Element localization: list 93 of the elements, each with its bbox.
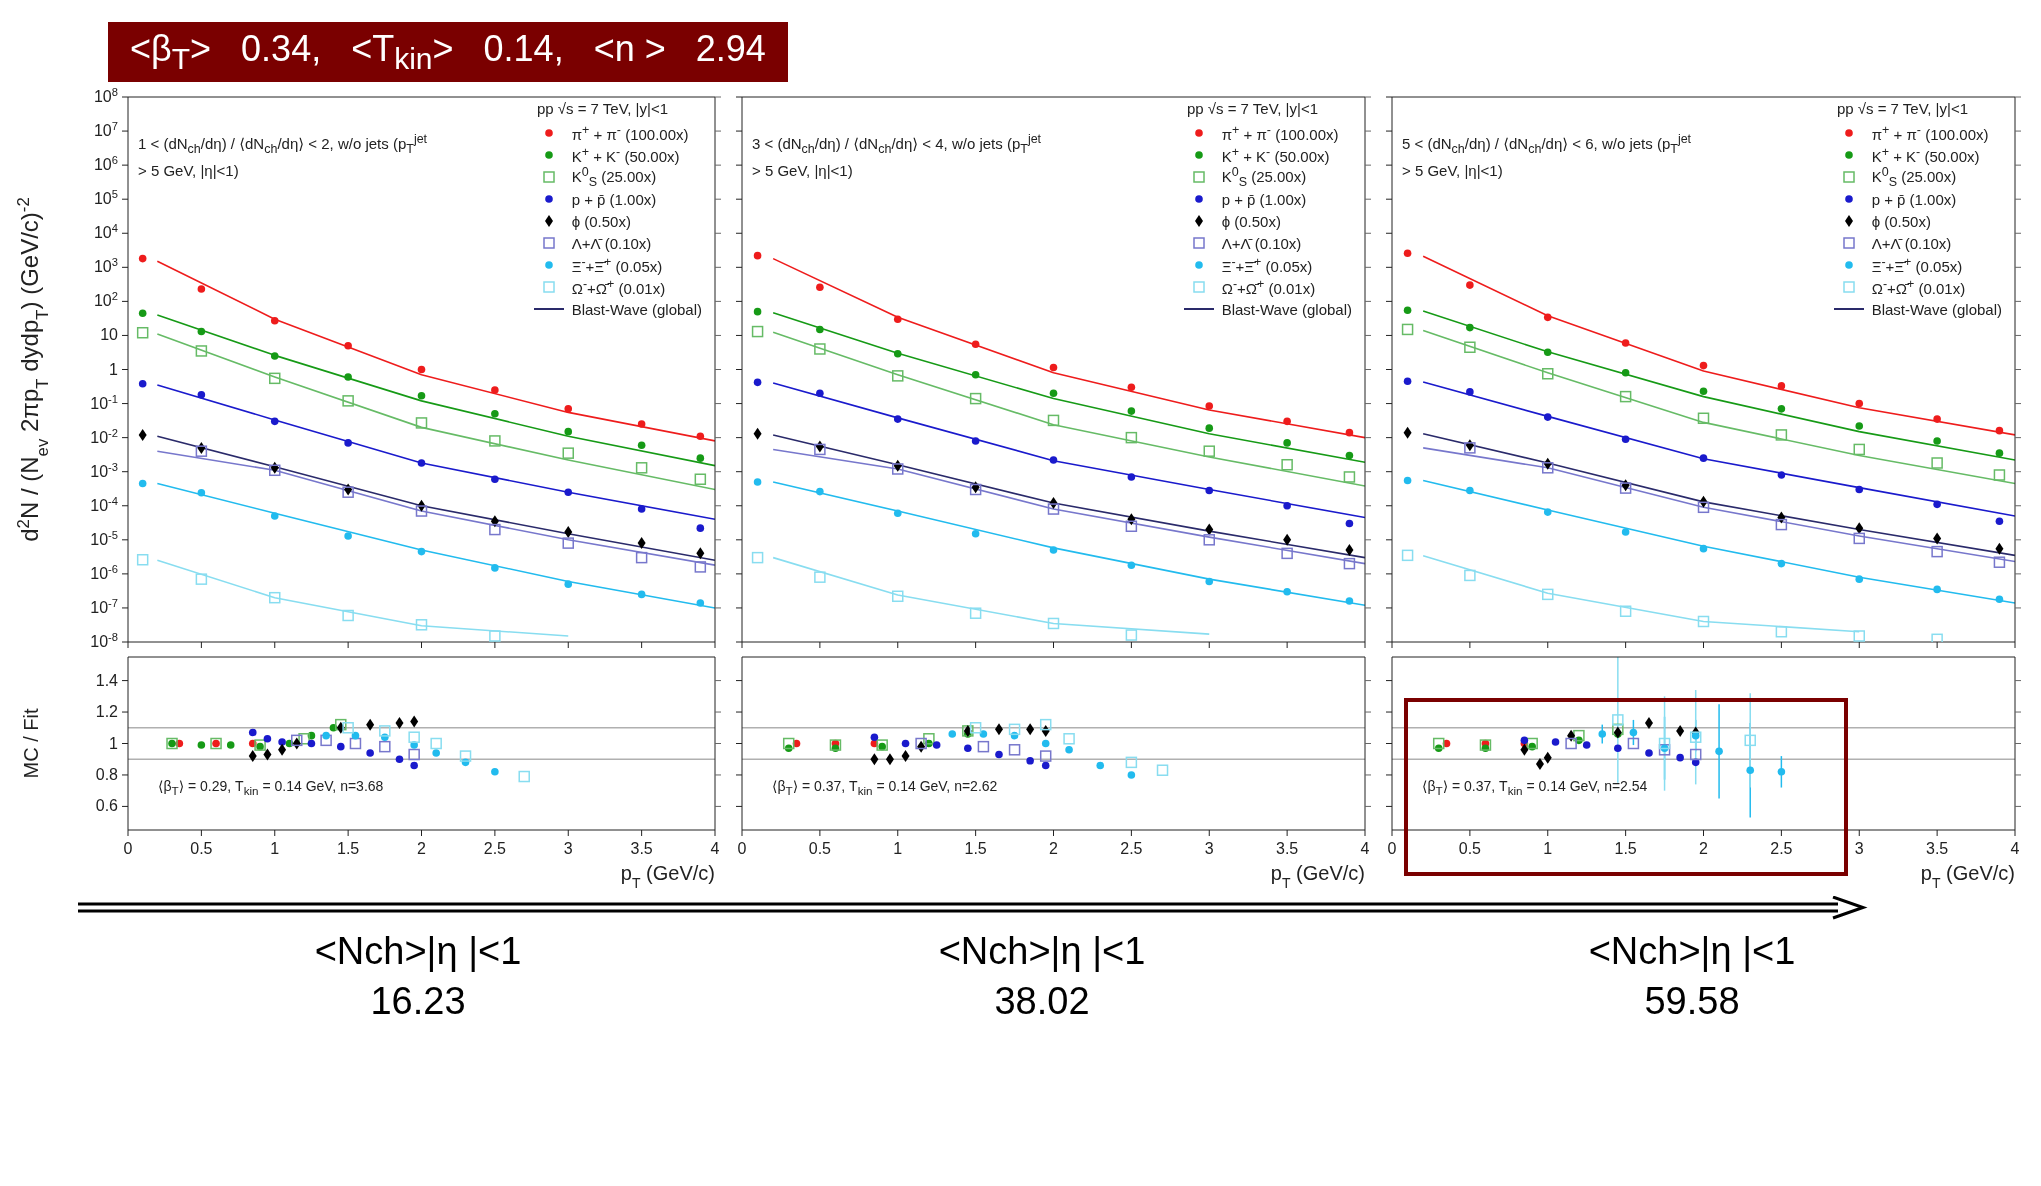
x-axis-title: p$_{T}$ (GeV/c) bbox=[1270, 862, 1365, 891]
x-tick-label: 1.5 bbox=[337, 840, 360, 857]
x-axis-title: p$_{T}$ (GeV/c) bbox=[1920, 862, 2015, 891]
y-tick-label: 0.6 bbox=[95, 797, 119, 815]
x-tick-label: 0 bbox=[1387, 840, 1397, 857]
annotation: ⟨β$_{T}$⟩ = 0.37, T$_{kin}$ = 0.14 GeV, n=2.62 bbox=[772, 778, 998, 797]
y-tick-label: 10 bbox=[100, 326, 119, 344]
legend-label: Λ+Λ̄ (0.10x) bbox=[1221, 234, 1302, 252]
legend-label: Blast-Wave (global) bbox=[1871, 300, 2002, 318]
y-tick-label: 1.4 bbox=[95, 671, 119, 689]
x-tick-label: 3 bbox=[1854, 840, 1864, 857]
y-tick-label: 10$^{-3}$ bbox=[90, 460, 118, 480]
text: 16.23 bbox=[369, 979, 467, 1024]
annotation: ⟨β$_{T}$⟩ = 0.29, T$_{kin}$ = 0.14 GeV, n=3.68 bbox=[158, 778, 384, 797]
y-tick-label: 10$^{-1}$ bbox=[90, 392, 118, 412]
text: <Nch>|η |<1 bbox=[313, 929, 523, 974]
y-tick-label: 10$^{7}$ bbox=[93, 120, 118, 140]
legend-label: K$^{0}$$_{S}$ (25.00x) bbox=[1221, 165, 1307, 189]
legend-label: ϕ (0.50x) bbox=[571, 212, 631, 230]
x-tick-label: 0 bbox=[123, 840, 133, 857]
legend-label: p + p̄ (1.00x) bbox=[1221, 190, 1307, 208]
y-tick-label: 1.2 bbox=[95, 703, 119, 721]
legend-label: Blast-Wave (global) bbox=[1221, 300, 1352, 318]
legend-label: K$^{0}$$_{S}$ (25.00x) bbox=[571, 165, 657, 189]
legend-label: ϕ (0.50x) bbox=[1221, 212, 1281, 230]
x-axis-title: p$_{T}$ (GeV/c) bbox=[620, 862, 715, 891]
y-axis-title: MC / Fit bbox=[20, 708, 42, 779]
legend-label: p + p̄ (1.00x) bbox=[1871, 190, 1957, 208]
y-tick-label: 10$^{3}$ bbox=[93, 256, 118, 276]
x-tick-label: 3.5 bbox=[630, 840, 653, 857]
x-tick-label: 1 bbox=[270, 840, 280, 857]
annotation: pp √s = 7 TeV, |y|<1 bbox=[1186, 100, 1318, 117]
legend-label: Λ+Λ̄ (0.10x) bbox=[1871, 234, 1952, 252]
y-tick-label: 10$^{4}$ bbox=[93, 222, 118, 242]
x-tick-label: 1.5 bbox=[1614, 840, 1637, 857]
x-tick-label: 0.5 bbox=[190, 840, 213, 857]
y-tick-label: 10$^{8}$ bbox=[93, 86, 118, 105]
y-tick-label: 10$^{-2}$ bbox=[90, 426, 118, 446]
legend-label: π$^{+}$ + π$^{-}$ (100.00x) bbox=[571, 123, 689, 143]
legend-label: Λ+Λ̄ (0.10x) bbox=[571, 234, 652, 252]
y-tick-label: 1 bbox=[109, 734, 119, 752]
legend-label: Ω$^{-}$+Ω̄$^{+}$ (0.01x) bbox=[1871, 277, 1966, 297]
legend-label: Ξ$^{-}$+Ξ̄$^{+}$ (0.05x) bbox=[571, 255, 663, 275]
x-tick-label: 2 bbox=[1699, 840, 1709, 857]
y-tick-label: 10$^{2}$ bbox=[93, 290, 118, 310]
legend-label: K$^{+}$ + K$^{-}$ (50.00x) bbox=[571, 145, 680, 165]
annotation: pp √s = 7 TeV, |y|<1 bbox=[536, 100, 668, 117]
legend-label: Blast-Wave (global) bbox=[571, 300, 702, 318]
legend-label: K$^{0}$$_{S}$ (25.00x) bbox=[1871, 165, 1957, 189]
text: 38.02 bbox=[993, 979, 1091, 1024]
legend-label: Ξ$^{-}$+Ξ̄$^{+}$ (0.05x) bbox=[1221, 255, 1313, 275]
x-tick-label: 1 bbox=[893, 840, 903, 857]
x-tick-label: 2.5 bbox=[1120, 840, 1143, 857]
y-tick-label: 10$^{6}$ bbox=[93, 154, 118, 174]
x-tick-label: 2 bbox=[417, 840, 427, 857]
y-tick-label: 0.8 bbox=[95, 765, 119, 783]
y-tick-label: 10$^{5}$ bbox=[93, 188, 118, 208]
legend-label: Ω$^{-}$+Ω̄$^{+}$ (0.01x) bbox=[1221, 277, 1316, 297]
y-tick-label: 10$^{-7}$ bbox=[90, 596, 118, 616]
y-tick-label: 10$^{-8}$ bbox=[90, 631, 118, 650]
legend-label: K$^{+}$ + K$^{-}$ (50.00x) bbox=[1871, 145, 1980, 165]
y-tick-label: 10$^{-6}$ bbox=[90, 562, 118, 582]
x-tick-label: 2.5 bbox=[1770, 840, 1793, 857]
legend-label: p + p̄ (1.00x) bbox=[571, 190, 657, 208]
x-tick-label: 1.5 bbox=[964, 840, 987, 857]
annotation: ⟨β$_{T}$⟩ = 0.37, T$_{kin}$ = 0.14 GeV, n=2.54 bbox=[1422, 778, 1648, 797]
x-tick-label: 4 bbox=[1360, 840, 1370, 857]
x-tick-label: 3.5 bbox=[1276, 840, 1299, 857]
x-tick-label: 4 bbox=[710, 840, 720, 857]
x-tick-label: 3.5 bbox=[1926, 840, 1949, 857]
x-tick-label: 3 bbox=[563, 840, 573, 857]
legend-label: Ω$^{-}$+Ω̄$^{+}$ (0.01x) bbox=[571, 277, 666, 297]
text: 59.58 bbox=[1643, 979, 1741, 1024]
text: <β$_{T}$> 0.34, <T$_{kin}$> 0.14, <n > 2.94 bbox=[108, 22, 788, 83]
x-tick-label: 1 bbox=[1543, 840, 1553, 857]
x-tick-label: 4 bbox=[2010, 840, 2020, 857]
x-tick-label: 2 bbox=[1049, 840, 1059, 857]
text: <Nch>|η |<1 bbox=[1587, 929, 1797, 974]
y-tick-label: 10$^{-4}$ bbox=[90, 494, 118, 514]
legend-label: Ξ$^{-}$+Ξ̄$^{+}$ (0.05x) bbox=[1871, 255, 1963, 275]
x-tick-label: 0 bbox=[737, 840, 747, 857]
annotation: pp √s = 7 TeV, |y|<1 bbox=[1836, 100, 1968, 117]
legend-label: π$^{+}$ + π$^{-}$ (100.00x) bbox=[1221, 123, 1339, 143]
legend-label: π$^{+}$ + π$^{-}$ (100.00x) bbox=[1871, 123, 1989, 143]
x-tick-label: 0.5 bbox=[808, 840, 832, 857]
legend-label: K$^{+}$ + K$^{-}$ (50.00x) bbox=[1221, 145, 1330, 165]
legend-label: ϕ (0.50x) bbox=[1871, 212, 1931, 230]
x-tick-label: 0.5 bbox=[1458, 840, 1482, 857]
y-tick-label: 1 bbox=[109, 360, 119, 378]
x-tick-label: 2.5 bbox=[483, 840, 507, 857]
y-tick-label: 10$^{-5}$ bbox=[90, 528, 118, 548]
text: <Nch>|η |<1 bbox=[937, 929, 1147, 974]
x-tick-label: 3 bbox=[1204, 840, 1214, 857]
